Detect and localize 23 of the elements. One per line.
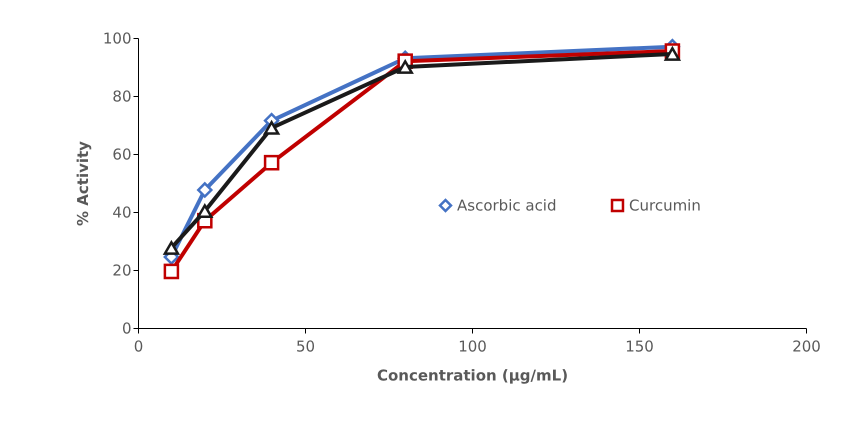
x-tick-label: 200 [792, 338, 821, 356]
x-tick-label: 50 [296, 338, 316, 356]
y-tick-label: 20 [112, 262, 132, 280]
point [264, 121, 280, 135]
y-tick-label: 0 [122, 320, 132, 338]
legend-label: Curcumin [629, 196, 701, 215]
y-tick-label: 60 [112, 146, 132, 164]
point [197, 204, 213, 218]
x-tick-label: 100 [458, 338, 487, 356]
x-tick-label: 0 [134, 338, 144, 356]
point [397, 60, 413, 74]
y-tick-label: 80 [112, 88, 132, 106]
y-tick-label: 100 [102, 30, 132, 48]
x-axis-title: Concentration (µg/mL) [376, 366, 568, 384]
x-tick-label: 150 [625, 338, 654, 356]
point [264, 154, 280, 170]
legend-label: Ascorbic acid [457, 196, 556, 215]
point [164, 264, 180, 280]
y-tick-label: 40 [112, 204, 132, 222]
point [197, 182, 213, 198]
point [664, 47, 680, 61]
y-axis-title: % Activity [74, 140, 92, 226]
point [164, 241, 180, 255]
